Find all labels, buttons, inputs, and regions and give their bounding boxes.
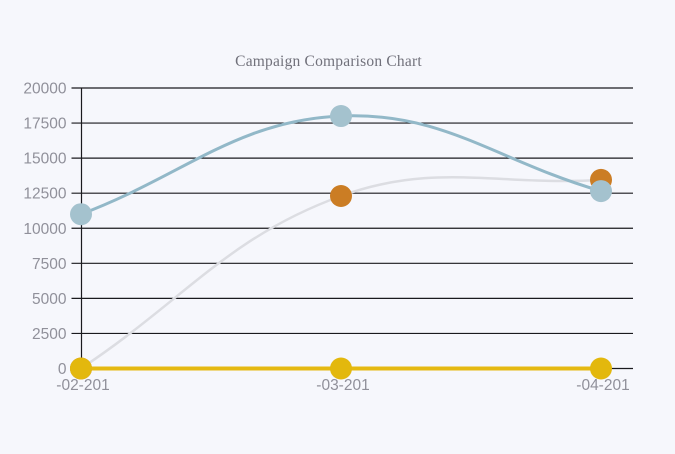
y-tick-label: 20000 — [23, 81, 66, 98]
y-tick-label: 2500 — [32, 326, 67, 343]
x-tick-label: -03-201 — [316, 377, 369, 394]
y-tick-label: 12500 — [23, 186, 66, 203]
x-tick-label: -04-201 — [576, 377, 629, 394]
data-point-yellow-line[interactable] — [590, 357, 612, 380]
data-point-gray-line-orange-points[interactable] — [330, 184, 352, 207]
data-point-yellow-line[interactable] — [330, 357, 352, 380]
data-point-blue-line[interactable] — [330, 105, 352, 128]
x-tick-label: -02-201 — [56, 377, 109, 394]
y-tick-label: 7500 — [32, 256, 67, 273]
data-point-blue-line[interactable] — [590, 180, 612, 203]
data-point-yellow-line[interactable] — [70, 357, 92, 380]
y-tick-label: 5000 — [32, 291, 67, 308]
chart-title: Campaign Comparison Chart — [235, 53, 422, 70]
y-tick-label: 15000 — [23, 151, 66, 168]
y-tick-label: 17500 — [23, 116, 66, 133]
y-tick-label: 10000 — [23, 221, 66, 238]
data-point-blue-line[interactable] — [70, 203, 92, 226]
y-tick-label: 0 — [58, 361, 67, 378]
